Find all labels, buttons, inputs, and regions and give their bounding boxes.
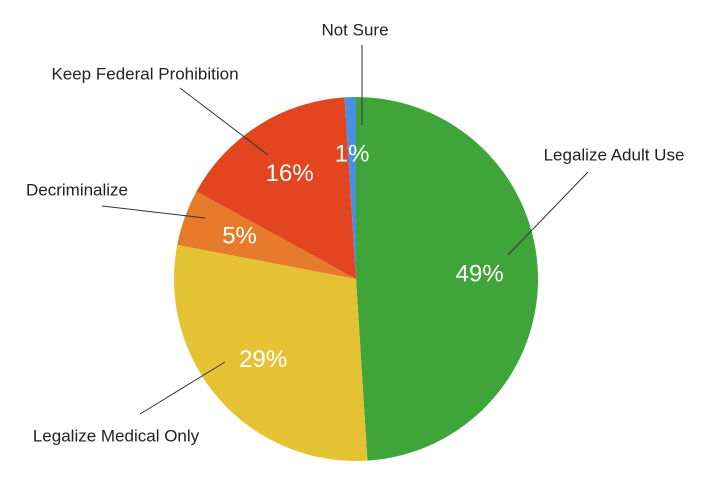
category-label: Keep Federal Prohibition xyxy=(51,64,238,83)
leader-line xyxy=(507,171,589,256)
value-label: 16% xyxy=(266,160,314,187)
pie-slice xyxy=(196,97,356,280)
leader-line xyxy=(101,205,206,219)
pie-slice xyxy=(177,191,356,279)
category-label: Not Sure xyxy=(321,20,388,39)
leader-line xyxy=(179,87,269,156)
pie-slice xyxy=(356,97,539,461)
category-label: Legalize Medical Only xyxy=(33,426,200,445)
value-label: 29% xyxy=(239,346,287,373)
pie-slice xyxy=(344,97,356,279)
leader-line xyxy=(139,361,226,415)
value-label: 1% xyxy=(335,141,370,168)
pie-slice xyxy=(173,244,368,461)
category-label: Decriminalize xyxy=(26,180,128,199)
category-label: Legalize Adult Use xyxy=(544,145,685,164)
value-label: 5% xyxy=(222,222,257,249)
value-label: 49% xyxy=(456,260,504,287)
